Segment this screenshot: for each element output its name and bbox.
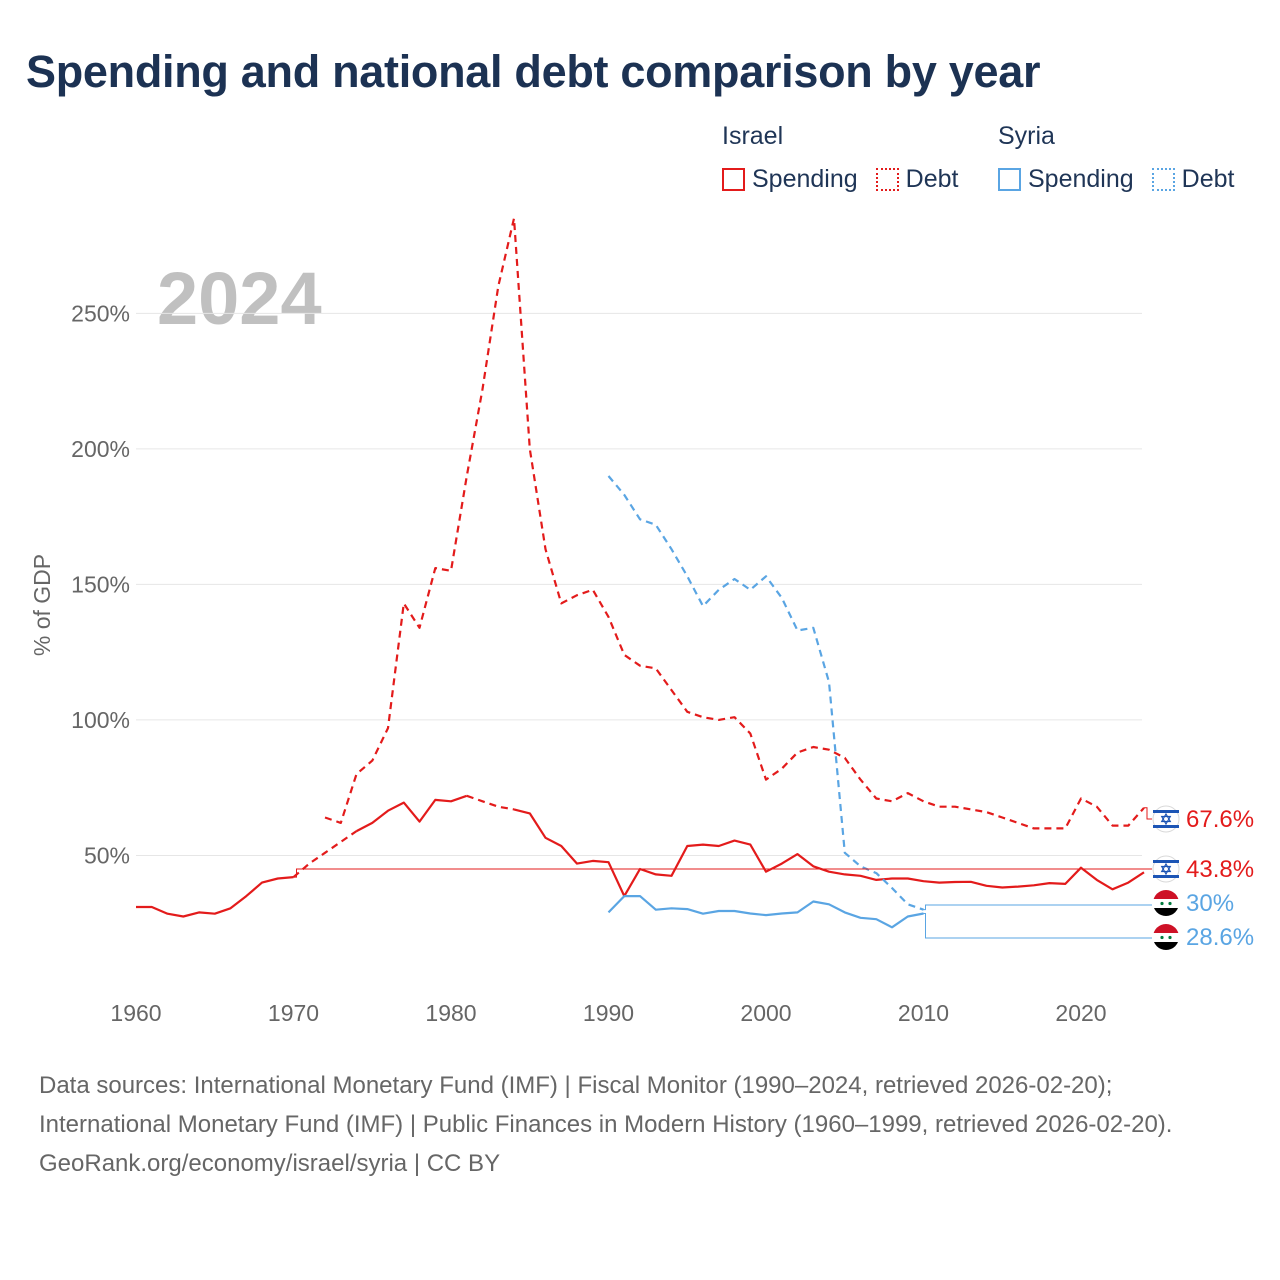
end-label-connector <box>923 912 1152 939</box>
x-tick-label: 2010 <box>898 1000 949 1026</box>
credit-link[interactable]: GeoRank.org/economy/israel/syria | CC BY <box>39 1150 501 1177</box>
flag-stripe <box>1153 942 1179 950</box>
legend-item-syria-debt[interactable]: Debt <box>1151 165 1235 194</box>
star-of-david-icon <box>1160 815 1172 826</box>
x-tick-label: 2000 <box>740 1000 791 1026</box>
end-label-value: 28.6% <box>1186 924 1254 951</box>
series-lines <box>136 217 1145 929</box>
syria-spending-line <box>607 895 924 929</box>
flag-stripe <box>1153 908 1179 916</box>
end-label-connector <box>293 868 1152 878</box>
syria-flag-icon <box>1153 924 1179 950</box>
flag-stripe <box>1153 825 1179 828</box>
legend-country-israel: Israel <box>722 122 784 150</box>
flag-field <box>1153 924 1179 950</box>
gridlines <box>136 312 1142 856</box>
israel-spending-line <box>292 830 358 878</box>
x-tick-label: 1980 <box>425 1000 476 1026</box>
x-tick-label: 1990 <box>583 1000 634 1026</box>
data-sources: Data sources: International Monetary Fun… <box>39 1072 1173 1138</box>
israel-spending-line <box>355 794 468 833</box>
syria-debt-line <box>607 475 924 911</box>
end-label-value: 43.8% <box>1186 856 1254 883</box>
y-tick-label: 200% <box>71 436 130 462</box>
flag-field <box>1153 890 1179 916</box>
flag-stripe <box>1153 810 1179 813</box>
flag-stripe <box>1153 924 1179 933</box>
flag-stripe <box>1153 899 1179 908</box>
year-label: 2024 <box>157 257 322 340</box>
line-chart: 2024 % of GDP 50%100%150%200%250% 1960 19… <box>29 217 1254 1026</box>
x-tick-label: 1970 <box>268 1000 319 1026</box>
end-label-value: 67.6% <box>1186 806 1254 833</box>
legend-label: Spending <box>752 165 858 193</box>
legend-item-israel-spending[interactable]: Spending <box>722 165 858 194</box>
syria-flag-icon <box>1153 890 1179 916</box>
legend-country-syria: Syria <box>998 122 1055 150</box>
legend-swatch-solid-icon <box>722 168 745 191</box>
legend-swatch-dotted-icon <box>875 168 899 191</box>
x-axis-ticks: 1960 1970 1980 1990 2000 2010 2020 <box>110 1000 1106 1026</box>
star-of-david-icon <box>1160 812 1172 823</box>
x-tick-label: 2020 <box>1055 1000 1106 1026</box>
end-label-connector <box>1144 807 1152 820</box>
israel-spending-line <box>513 808 1145 898</box>
legend-label: Debt <box>1181 165 1235 193</box>
israel-debt-line <box>324 217 1145 830</box>
flag-star-icon <box>1160 935 1164 940</box>
y-axis-ticks: 50% 100% 150% 200% 250% <box>71 300 130 868</box>
x-tick-label: 1960 <box>110 1000 161 1026</box>
legend-group-syria: Syria Spending Debt <box>998 122 1252 194</box>
y-axis-title: % of GDP <box>29 554 55 656</box>
footer: Data sources: International Monetary Fun… <box>39 1066 1239 1183</box>
legend-label: Debt <box>905 165 959 193</box>
legend-group-israel: Israel Spending Debt <box>722 122 976 194</box>
israel-spending-line <box>466 794 515 811</box>
flag-field <box>1152 805 1180 833</box>
israel-flag-icon <box>1152 805 1180 833</box>
chart-title: Spending and national debt comparison by… <box>26 46 1041 97</box>
end-label-connector <box>923 904 1152 911</box>
flag-stripe <box>1153 875 1179 878</box>
israel-spending-line <box>136 876 294 918</box>
flag-star-icon <box>1168 935 1172 940</box>
flag-star-icon <box>1168 901 1172 906</box>
y-tick-label: 50% <box>84 842 130 868</box>
flag-stripe <box>1153 890 1179 899</box>
y-tick-label: 250% <box>71 300 130 326</box>
y-tick-label: 150% <box>71 571 130 597</box>
legend-label: Spending <box>1028 165 1134 193</box>
end-label-value: 30% <box>1186 890 1234 917</box>
flag-star-icon <box>1160 901 1164 906</box>
flag-stripe <box>1153 933 1179 942</box>
legend-item-israel-debt[interactable]: Debt <box>875 165 959 194</box>
y-tick-label: 100% <box>71 707 130 733</box>
israel-flag-icon <box>1152 855 1180 883</box>
legend-item-syria-spending[interactable]: Spending <box>998 165 1134 194</box>
flag-stripe <box>1153 860 1179 863</box>
legend-swatch-solid-icon <box>998 168 1021 191</box>
flag-field <box>1152 855 1180 883</box>
end-labels: 67.6% 43.8% 30% 28.6% <box>293 805 1254 951</box>
legend-swatch-dotted-icon <box>1151 168 1175 191</box>
star-of-david-icon <box>1160 865 1172 876</box>
star-of-david-icon <box>1160 862 1172 873</box>
